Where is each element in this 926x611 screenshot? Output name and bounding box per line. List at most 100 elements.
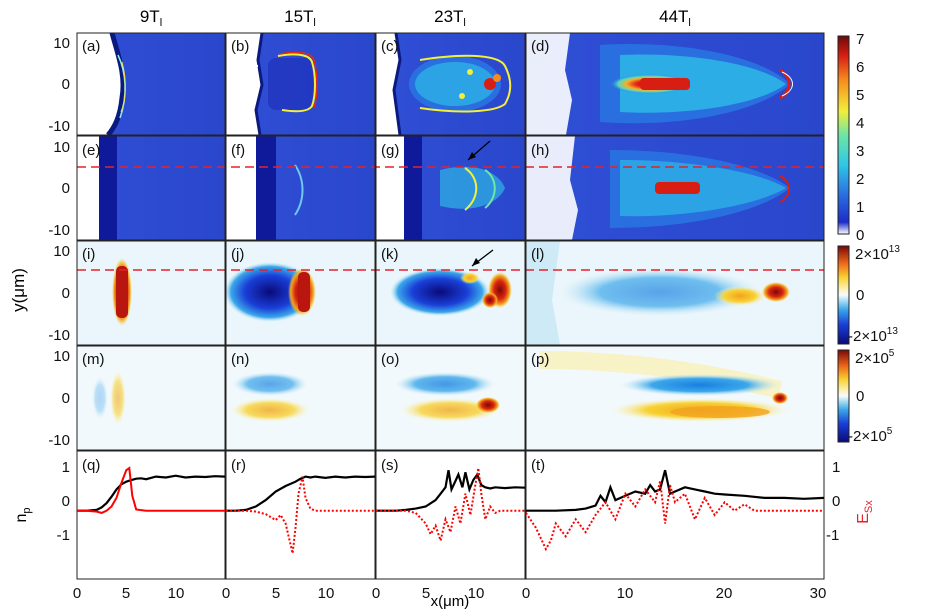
panel-k-image (376, 241, 525, 345)
xtick-r-0: 0 (222, 585, 230, 602)
panel-o-image (376, 346, 525, 450)
xtick-r-5: 5 (272, 585, 280, 602)
esx-curve-r (226, 476, 375, 554)
label-o: (o) (381, 351, 399, 368)
colorbar-3-gradient (837, 349, 850, 443)
col-title-1: 9Tl (140, 7, 162, 29)
xtick-r-10: 10 (318, 585, 335, 602)
x-axis-label: x(μm) (431, 593, 470, 610)
xtick-q-10: 10 (168, 585, 185, 602)
ytick-r4-10: 10 (53, 348, 70, 365)
xtick-q-0: 0 (73, 585, 81, 602)
ytick-r3-0: 0 (62, 285, 70, 302)
colorbar-2: 2×1013 0 -2×1013 (837, 244, 900, 345)
line-plot-left-ticks: 1 0 -1 (57, 459, 70, 544)
colorbar-3: 2×105 0 -2×105 (837, 348, 895, 445)
np-tick-m1: -1 (57, 527, 70, 544)
ytick-r2-10: 10 (53, 139, 70, 156)
label-r: (r) (231, 457, 246, 474)
col-title-4: 44Tl (659, 7, 691, 29)
panel-labels: (a) (b) (c) (d) (e) (f) (g) (h) (i) (j) … (82, 38, 549, 474)
dashed-markers (77, 166, 824, 271)
label-h: (h) (531, 142, 549, 159)
ytick-r2-0: 0 (62, 180, 70, 197)
label-n: (n) (231, 351, 249, 368)
row4-panels (77, 346, 824, 450)
x-ticks: 0 5 10 0 5 10 0 5 10 0 10 20 30 (73, 585, 827, 602)
label-f: (f) (231, 142, 245, 159)
ytick-r4-m10: -10 (48, 432, 70, 449)
column-titles: 9Tl 15Tl 23Tl 44Tl (140, 7, 691, 29)
colorbar-2-gradient (837, 245, 850, 345)
xtick-q-5: 5 (122, 585, 130, 602)
label-t: (t) (531, 457, 545, 474)
esx-tick-0: 0 (832, 493, 840, 510)
np-curve-r (226, 475, 376, 512)
label-s: (s) (381, 457, 399, 474)
esx-tick-1: 1 (832, 459, 840, 476)
esx-tick-m1: -1 (826, 527, 839, 544)
arrows (467, 140, 494, 267)
label-k: (k) (381, 246, 399, 263)
xtick-s-10: 10 (468, 585, 485, 602)
label-d: (d) (531, 38, 549, 55)
panel-n-image (226, 346, 375, 450)
panel-a-image (77, 33, 225, 135)
panel-d-image (526, 33, 824, 135)
esx-curve-s (376, 467, 525, 545)
np-tick-1: 1 (62, 459, 70, 476)
esx-curve-q (77, 466, 225, 514)
label-b: (b) (231, 38, 249, 55)
np-curve-t (526, 469, 825, 512)
cb3-tick-bot: -2×105 (848, 426, 893, 445)
colorbar-1: 7 6 5 4 3 2 1 0 (837, 31, 864, 244)
ytick-r1-m10: -10 (48, 118, 70, 135)
ytick-r2-m10: -10 (48, 222, 70, 239)
colorbar-1-gradient (837, 35, 850, 235)
panel-b-image (226, 33, 375, 135)
panel-j-image (226, 241, 375, 345)
panel-i-image (77, 241, 225, 345)
ytick-r3-10: 10 (53, 243, 70, 260)
ytick-r1-10: 10 (53, 35, 70, 52)
np-tick-0: 0 (62, 493, 70, 510)
cb3-tick-mid: 0 (856, 388, 864, 405)
ytick-r1-0: 0 (62, 76, 70, 93)
panel-f-image (226, 136, 375, 240)
label-g: (g) (381, 142, 399, 159)
cb2-tick-top: 2×1013 (855, 244, 900, 263)
panel-h-image (526, 136, 824, 240)
panel-m-image (77, 346, 225, 450)
label-l: (l) (531, 246, 544, 263)
cb1-tick-3: 3 (856, 143, 864, 160)
cb1-tick-1: 1 (856, 199, 864, 216)
label-q: (q) (82, 457, 100, 474)
panel-l-image (526, 241, 824, 345)
xtick-s-5: 5 (422, 585, 430, 602)
line-plot-curves (77, 466, 825, 554)
np-curve-s (376, 470, 526, 512)
label-e: (e) (82, 142, 100, 159)
label-m: (m) (82, 351, 105, 368)
label-c: (c) (381, 38, 399, 55)
panel-p-image (526, 346, 824, 450)
esx-axis-label: ESx (855, 500, 875, 524)
panel-frames (76, 32, 825, 580)
panel-e-image (77, 136, 225, 240)
np-axis-label: np (13, 507, 33, 522)
row3-panels (77, 241, 824, 345)
col-title-3: 23Tl (434, 7, 466, 29)
xtick-s-0: 0 (372, 585, 380, 602)
ytick-r4-0: 0 (62, 390, 70, 407)
label-p: (p) (531, 351, 549, 368)
row2-panels (77, 136, 824, 240)
col-title-2: 15Tl (284, 7, 316, 29)
cb1-tick-5: 5 (856, 87, 864, 104)
xtick-t-10: 10 (617, 585, 634, 602)
cb2-tick-bot: -2×1013 (848, 326, 898, 345)
np-curve-q (77, 474, 226, 512)
xtick-t-30: 30 (810, 585, 827, 602)
esx-curve-t (525, 480, 824, 552)
line-plot-right-ticks: 1 0 -1 (826, 459, 840, 544)
